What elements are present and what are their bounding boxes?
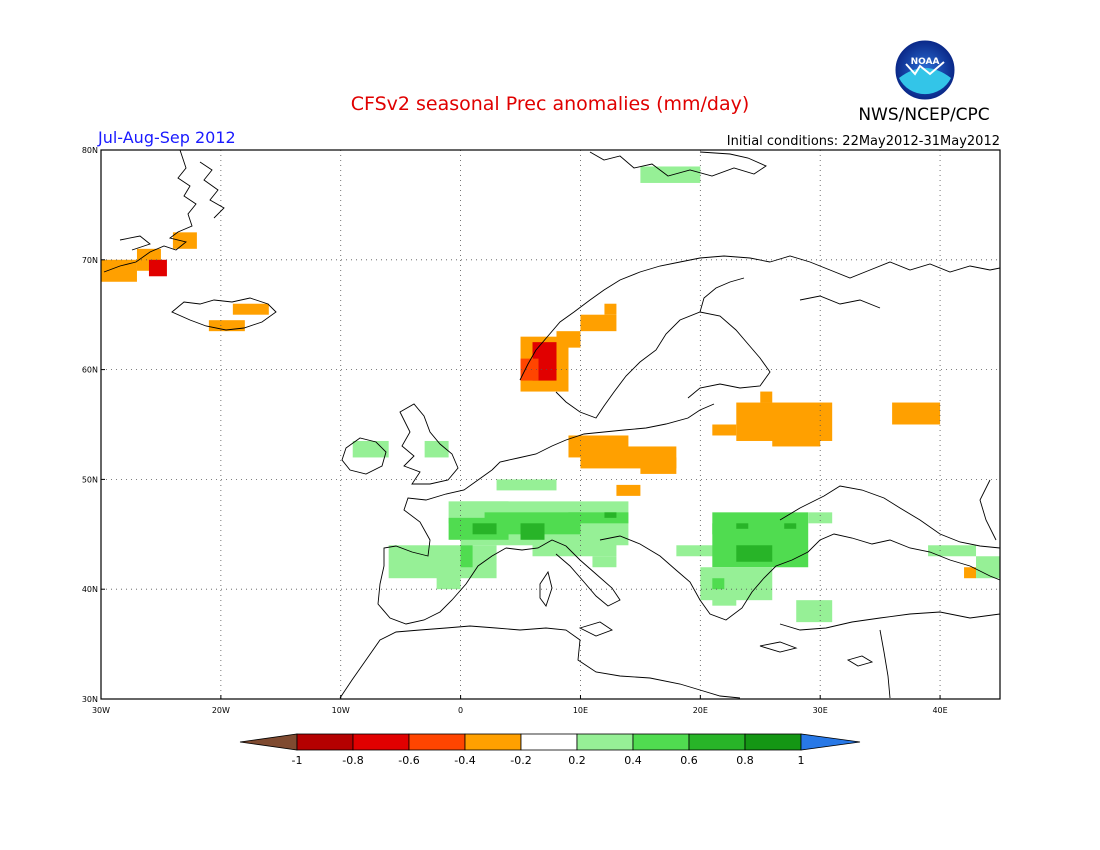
lon-tick-label: 40E bbox=[932, 706, 947, 715]
colorbar-tick-label: 1 bbox=[798, 754, 805, 767]
anomaly-cell bbox=[460, 545, 473, 568]
anomaly-cell bbox=[928, 545, 977, 557]
colorbar-tick-label: -1 bbox=[292, 754, 303, 767]
coastlines bbox=[103, 150, 1000, 699]
colorbar-swatch bbox=[744, 733, 802, 751]
anomaly-cell bbox=[736, 523, 749, 529]
anomaly-cell bbox=[532, 534, 617, 557]
anomaly-cell bbox=[232, 303, 269, 315]
colorbar-tick-label: 0.6 bbox=[680, 754, 698, 767]
lon-tick-label: 10W bbox=[332, 706, 350, 715]
anomaly-cell bbox=[568, 512, 629, 524]
anomaly-cell bbox=[736, 402, 833, 441]
anomaly-cell bbox=[436, 572, 461, 590]
colorbar-swatch bbox=[576, 733, 634, 751]
coastline-great-britain bbox=[399, 403, 459, 485]
coastline-norway bbox=[519, 255, 771, 381]
anomaly-cell bbox=[424, 440, 449, 458]
anomaly-cell bbox=[784, 523, 797, 529]
anomaly-cell bbox=[604, 303, 617, 315]
colorbar-tick-label: 0.8 bbox=[736, 754, 754, 767]
coastline-sweden-finland bbox=[555, 311, 771, 419]
colorbar-swatch bbox=[408, 733, 466, 751]
anomaly-cell bbox=[101, 259, 137, 282]
map-title: CFSv2 seasonal Prec anomalies (mm/day) bbox=[351, 93, 750, 115]
coastline-north-africa bbox=[339, 625, 741, 699]
colorbar-swatch bbox=[688, 733, 746, 751]
anomaly-cell bbox=[712, 424, 737, 436]
anomaly-cell bbox=[616, 484, 641, 496]
anomaly-cell bbox=[580, 314, 617, 332]
anomaly-cell bbox=[520, 523, 545, 540]
anomaly-cell bbox=[892, 402, 941, 425]
coastline-svalbard bbox=[589, 151, 767, 177]
colorbar-tick-label: -0.2 bbox=[510, 754, 531, 767]
colorbar-tick-label: -0.8 bbox=[342, 754, 363, 767]
colorbar-tick-label: -0.6 bbox=[398, 754, 419, 767]
anomaly-cell bbox=[808, 512, 833, 524]
anomaly-cell bbox=[796, 600, 833, 623]
lon-tick-label: 0 bbox=[458, 706, 463, 715]
agency-label: NWS/NCEP/CPC bbox=[858, 105, 989, 125]
anomaly-cell bbox=[496, 479, 557, 491]
anomaly-cell bbox=[472, 523, 497, 535]
anomaly-cell bbox=[208, 320, 245, 332]
colorbar-swatch bbox=[632, 733, 690, 751]
anomaly-cell bbox=[640, 457, 677, 474]
colorbar: -1 -0.8 -0.6 -0.4 -0.2 0.2 0.4 0.6 0.8 1 bbox=[239, 733, 861, 767]
colorbar-high-arrow bbox=[800, 733, 861, 751]
colorbar-tick-label: 0.4 bbox=[624, 754, 642, 767]
anomaly-cell bbox=[556, 331, 581, 348]
anomaly-cell bbox=[712, 523, 797, 535]
initial-conditions: Initial conditions: 22May2012-31May2012 bbox=[727, 134, 1000, 149]
lat-tick-label: 50N bbox=[82, 475, 98, 484]
anomaly-cell bbox=[592, 556, 617, 568]
lon-tick-label: 30E bbox=[813, 706, 828, 715]
lon-tick-label: 30W bbox=[92, 706, 110, 715]
map-background bbox=[101, 150, 1000, 699]
lon-tick-label: 20E bbox=[693, 706, 708, 715]
anomaly-cell bbox=[772, 435, 821, 447]
anomaly-cell bbox=[172, 232, 197, 249]
anomaly-cell bbox=[712, 578, 725, 590]
lon-tick-label: 20W bbox=[212, 706, 230, 715]
colorbar-tick-label: -0.4 bbox=[454, 754, 475, 767]
lat-tick-label: 30N bbox=[82, 695, 98, 704]
lat-tick-label: 60N bbox=[82, 366, 98, 375]
map-frame bbox=[100, 149, 1001, 700]
anomaly-cell bbox=[532, 342, 557, 381]
lat-tick-label: 40N bbox=[82, 585, 98, 594]
colorbar-swatch bbox=[352, 733, 410, 751]
coastline-iceland bbox=[171, 297, 277, 331]
noaa-logo-text: NOAA bbox=[911, 57, 940, 67]
colorbar-swatch bbox=[520, 733, 578, 751]
anomaly-cell bbox=[712, 594, 737, 606]
lon-tick-label: 10E bbox=[573, 706, 588, 715]
forecast-period: Jul-Aug-Sep 2012 bbox=[97, 128, 236, 147]
anomaly-cell bbox=[976, 556, 1000, 579]
anomaly-cell bbox=[736, 545, 773, 562]
colorbar-swatch bbox=[296, 733, 354, 751]
anomaly-cell bbox=[964, 567, 977, 579]
anomaly-cell bbox=[148, 259, 167, 277]
colorbar-tick-label: 0.2 bbox=[568, 754, 586, 767]
colorbar-swatch bbox=[464, 733, 522, 751]
anomaly-cell bbox=[640, 166, 701, 183]
lat-tick-label: 70N bbox=[82, 256, 98, 265]
coastline-continental-europe bbox=[491, 403, 715, 471]
lat-tick-label: 80N bbox=[82, 146, 98, 155]
axis-ticks: 30W 20W 10W 0 10E 20E 30E 40E 30N 40N 50N 60N 70N 80N bbox=[82, 146, 948, 715]
colorbar-low-arrow bbox=[239, 733, 298, 751]
coastline-ireland bbox=[341, 437, 387, 475]
coastline-greenland bbox=[103, 150, 197, 273]
anomaly-cell bbox=[520, 358, 539, 381]
anomaly-cell bbox=[604, 512, 617, 518]
noaa-logo: NOAA bbox=[895, 40, 955, 100]
anomaly-cell bbox=[760, 391, 773, 403]
